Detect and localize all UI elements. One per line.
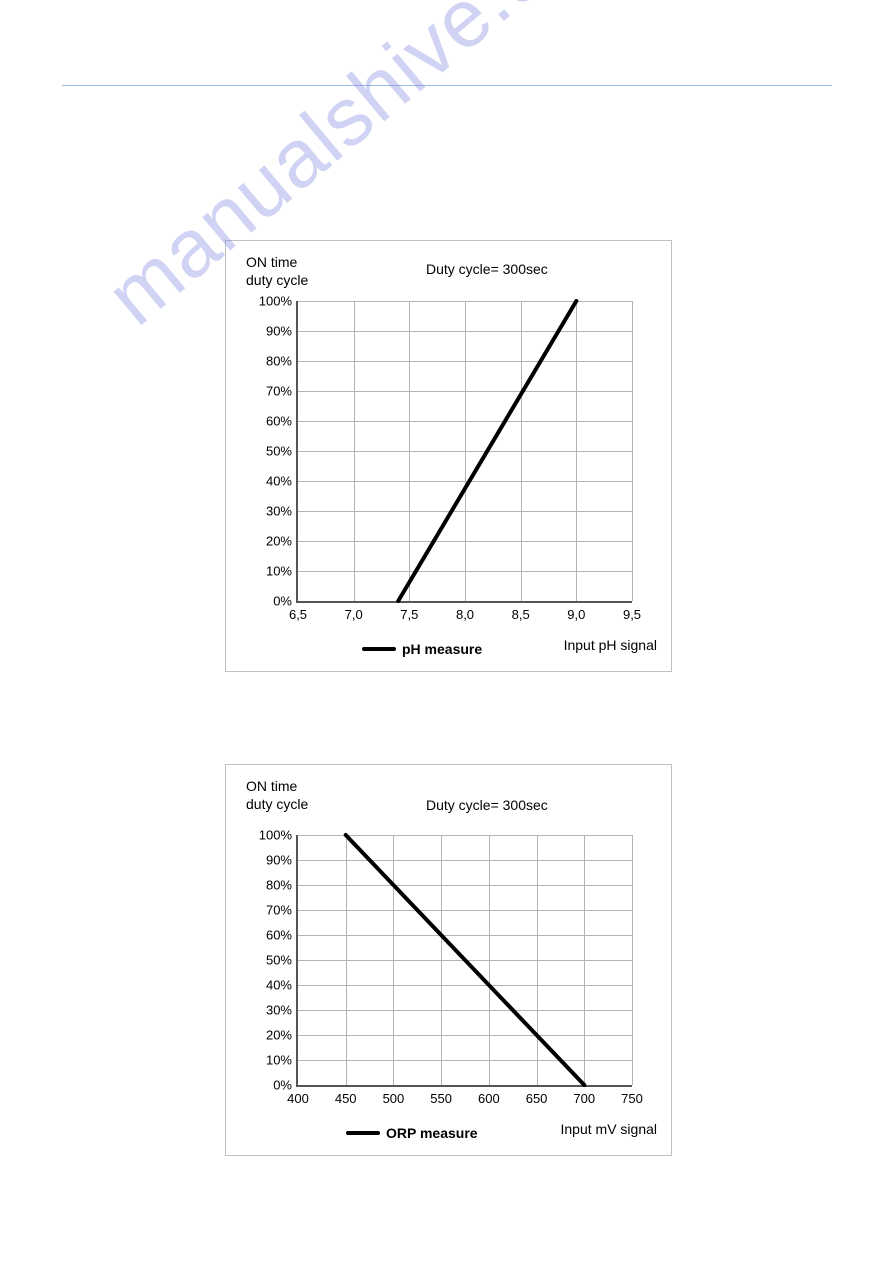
xtick-label: 9,5 bbox=[623, 601, 641, 622]
legend-line-icon bbox=[362, 647, 396, 651]
xtick-label: 500 bbox=[383, 1085, 405, 1106]
ph-chart: ON time duty cycle Duty cycle= 300sec 0%… bbox=[225, 240, 672, 672]
chart1-plot: 0%10%20%30%40%50%60%70%80%90%100%6,57,07… bbox=[296, 301, 632, 603]
chart-line-svg bbox=[298, 835, 632, 1085]
chart1-legend: pH measure bbox=[362, 641, 482, 657]
xtick-label: 550 bbox=[430, 1085, 452, 1106]
chart2-xlabel: Input mV signal bbox=[561, 1121, 658, 1137]
xtick-label: 8,0 bbox=[456, 601, 474, 622]
ytick-label: 80% bbox=[266, 878, 298, 893]
chart2-ytitle-line1: ON time bbox=[246, 777, 308, 795]
chart1-subtitle: Duty cycle= 300sec bbox=[426, 261, 548, 277]
chart2-legend-label: ORP measure bbox=[386, 1125, 478, 1141]
chart2-ytitle: ON time duty cycle bbox=[246, 777, 308, 813]
chart2-ytitle-line2: duty cycle bbox=[246, 795, 308, 813]
xtick-label: 7,0 bbox=[345, 601, 363, 622]
xtick-label: 700 bbox=[573, 1085, 595, 1106]
gridline-v bbox=[632, 835, 633, 1085]
ytick-label: 20% bbox=[266, 534, 298, 549]
xtick-label: 650 bbox=[526, 1085, 548, 1106]
xtick-label: 8,5 bbox=[512, 601, 530, 622]
ytick-label: 10% bbox=[266, 564, 298, 579]
chart1-ytitle-line2: duty cycle bbox=[246, 271, 308, 289]
xtick-label: 6,5 bbox=[289, 601, 307, 622]
page-rule bbox=[62, 85, 832, 86]
ytick-label: 40% bbox=[266, 978, 298, 993]
ytick-label: 30% bbox=[266, 1003, 298, 1018]
ytick-label: 60% bbox=[266, 414, 298, 429]
xtick-label: 450 bbox=[335, 1085, 357, 1106]
ytick-label: 70% bbox=[266, 384, 298, 399]
chart2-plot: 0%10%20%30%40%50%60%70%80%90%100%4004505… bbox=[296, 835, 632, 1087]
gridline-v bbox=[632, 301, 633, 601]
xtick-label: 600 bbox=[478, 1085, 500, 1106]
xtick-label: 9,0 bbox=[567, 601, 585, 622]
ytick-label: 30% bbox=[266, 504, 298, 519]
ytick-label: 60% bbox=[266, 928, 298, 943]
xtick-label: 400 bbox=[287, 1085, 309, 1106]
ytick-label: 50% bbox=[266, 953, 298, 968]
ytick-label: 40% bbox=[266, 474, 298, 489]
ytick-label: 90% bbox=[266, 324, 298, 339]
legend-line-icon bbox=[346, 1131, 380, 1135]
chart2-subtitle: Duty cycle= 300sec bbox=[426, 797, 548, 813]
ytick-label: 90% bbox=[266, 853, 298, 868]
data-line bbox=[346, 835, 585, 1085]
ytick-label: 100% bbox=[259, 294, 298, 309]
chart1-ytitle: ON time duty cycle bbox=[246, 253, 308, 289]
ytick-label: 50% bbox=[266, 444, 298, 459]
xtick-label: 750 bbox=[621, 1085, 643, 1106]
chart-line-svg bbox=[298, 301, 632, 601]
chart1-xlabel: Input pH signal bbox=[564, 637, 657, 653]
chart1-ytitle-line1: ON time bbox=[246, 253, 308, 271]
chart2-legend: ORP measure bbox=[346, 1125, 478, 1141]
ytick-label: 10% bbox=[266, 1053, 298, 1068]
chart1-legend-label: pH measure bbox=[402, 641, 482, 657]
ytick-label: 70% bbox=[266, 903, 298, 918]
orp-chart: ON time duty cycle Duty cycle= 300sec 0%… bbox=[225, 764, 672, 1156]
ytick-label: 100% bbox=[259, 828, 298, 843]
ytick-label: 80% bbox=[266, 354, 298, 369]
ytick-label: 20% bbox=[266, 1028, 298, 1043]
data-line bbox=[398, 301, 576, 601]
xtick-label: 7,5 bbox=[400, 601, 418, 622]
